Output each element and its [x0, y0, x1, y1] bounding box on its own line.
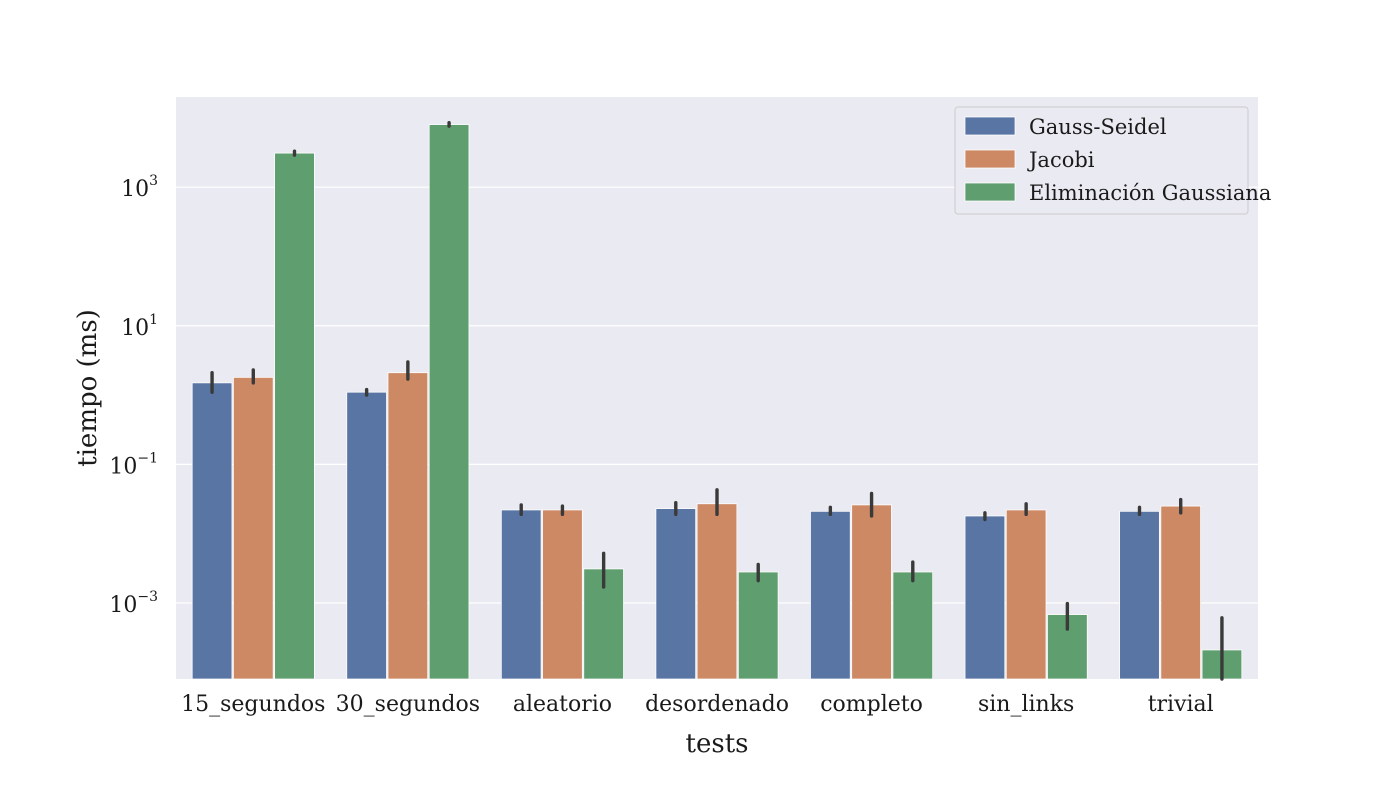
y-tick-label: 10−3	[109, 589, 158, 618]
y-tick-exponent: 3	[149, 173, 158, 189]
x-tick-labels: 15_segundos 30_segundos aleatorio desordena…	[181, 692, 1214, 717]
bar	[892, 571, 934, 680]
bar	[737, 571, 779, 680]
x-tick-label: sin_links	[978, 692, 1074, 717]
bar	[964, 515, 1006, 680]
bar	[274, 152, 315, 680]
x-tick-label: 15_segundos	[181, 692, 325, 717]
y-tick-exponent: −1	[137, 450, 158, 466]
y-tick-base: 10	[121, 177, 149, 202]
bar	[810, 510, 851, 680]
bar	[387, 372, 429, 680]
bar	[500, 509, 542, 680]
x-tick-label: 30_segundos	[336, 692, 480, 717]
y-tick-base: 10	[109, 593, 137, 618]
legend-box	[954, 106, 1249, 215]
bar	[346, 391, 387, 680]
legend-swatch	[964, 116, 1016, 136]
x-tick-label: aleatorio	[513, 692, 612, 717]
bar	[851, 504, 892, 680]
bar	[428, 124, 470, 680]
y-tick-base: 10	[121, 316, 149, 341]
y-tick-base: 10	[109, 454, 137, 479]
bars	[191, 124, 1243, 680]
bar	[1160, 505, 1201, 680]
x-tick-label: trivial	[1148, 692, 1214, 717]
y-tick-label: 10−1	[109, 450, 158, 479]
bar	[655, 508, 697, 680]
bar	[1119, 510, 1160, 680]
bar	[696, 503, 738, 680]
legend-swatch	[964, 149, 1016, 169]
y-axis-label: tiempo (ms)	[73, 309, 103, 467]
bar	[191, 382, 233, 680]
x-tick-label: completo	[820, 692, 923, 717]
bar	[233, 377, 274, 680]
legend-label: Eliminación Gaussiana	[1029, 181, 1271, 205]
legend-label: Jacobi	[1027, 148, 1095, 172]
x-tick-label: desordenado	[645, 692, 789, 717]
y-tick-exponent: −3	[137, 589, 158, 605]
y-tick-exponent: 1	[149, 312, 158, 328]
x-axis-label: tests	[686, 729, 749, 759]
y-tick-label: 103	[121, 173, 158, 202]
legend-label: Gauss-Seidel	[1029, 115, 1167, 139]
y-tick-label: 101	[121, 312, 158, 341]
legend: Gauss-Seidel Jacobi Eliminación Gaussiana	[954, 106, 1271, 215]
error-bars	[210, 121, 1224, 681]
bar	[542, 509, 583, 680]
bar	[1005, 509, 1047, 680]
legend-swatch	[964, 182, 1016, 202]
